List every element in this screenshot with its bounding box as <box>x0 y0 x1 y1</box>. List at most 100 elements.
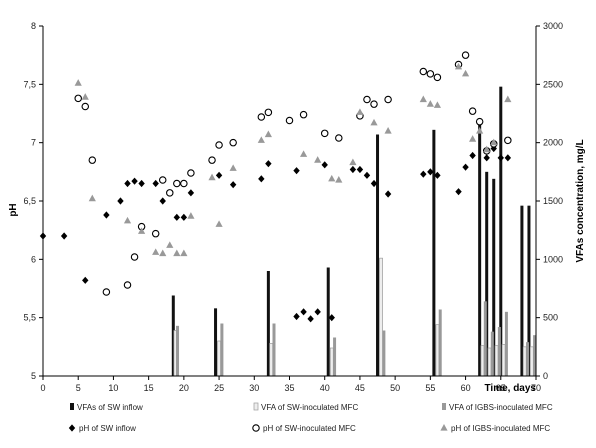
data-point <box>384 127 392 134</box>
y-left-tick-label: 7,5 <box>23 79 36 89</box>
data-point <box>504 154 512 162</box>
marker-layer <box>39 51 512 323</box>
data-point <box>363 95 371 104</box>
data-point <box>264 130 272 138</box>
data-point <box>427 168 434 176</box>
bar <box>435 324 440 377</box>
bar <box>326 267 330 376</box>
data-point <box>124 179 131 188</box>
data-point <box>229 164 237 171</box>
y-right-tick-label: 500 <box>543 313 558 323</box>
y-right-tick-label: 1500 <box>543 196 563 206</box>
data-point <box>158 176 167 184</box>
data-point <box>88 156 97 164</box>
bar <box>382 330 386 376</box>
data-point <box>370 118 378 126</box>
bar <box>214 308 218 376</box>
bar <box>490 331 494 376</box>
legend-label: VFA of IGBS-inoculated MFC <box>449 403 553 412</box>
data-point <box>384 95 392 104</box>
data-point <box>468 107 477 115</box>
data-point <box>419 95 427 103</box>
data-point <box>173 179 181 188</box>
data-point <box>328 314 335 322</box>
bar <box>217 340 221 377</box>
data-point <box>187 189 195 197</box>
legend-label: pH of SW inflow <box>79 424 136 433</box>
data-point <box>74 94 82 103</box>
data-point <box>215 141 223 149</box>
x-tick-label: 25 <box>214 383 224 393</box>
data-point <box>173 249 181 257</box>
data-point <box>138 179 145 188</box>
data-point <box>81 102 90 111</box>
x-tick-label: 55 <box>425 383 435 393</box>
data-point <box>215 220 223 227</box>
bar <box>220 323 224 376</box>
y-left-tick-label: 7 <box>31 138 36 148</box>
bar <box>483 301 487 376</box>
data-point <box>285 116 294 125</box>
data-point <box>300 308 307 316</box>
data-point <box>229 181 237 189</box>
data-point <box>469 135 477 142</box>
data-point <box>475 117 484 126</box>
bar <box>522 346 527 377</box>
legend-label: VFA of SW-inoculated MFC <box>261 403 358 412</box>
data-point <box>299 110 308 119</box>
bar <box>171 295 175 376</box>
tick-layer: 0 5 10 15 20 25 30 35 40 45 50 55 60 65 7055,566,577,5… <box>23 21 563 393</box>
data-point <box>152 248 160 255</box>
x-axis-label: Time, days <box>484 383 536 394</box>
data-point <box>461 69 470 77</box>
data-point <box>265 160 272 168</box>
x-tick-label: 35 <box>284 383 294 393</box>
data-point <box>257 136 265 143</box>
data-point <box>504 95 512 103</box>
x-tick-label: 60 <box>461 383 471 393</box>
bar <box>501 344 506 377</box>
bar <box>527 205 531 376</box>
data-point <box>81 93 89 100</box>
y-left-tick-label: 6,5 <box>23 196 36 206</box>
bar <box>520 205 524 376</box>
legend-swatch <box>70 403 74 410</box>
data-point <box>384 190 392 198</box>
data-point <box>490 138 498 146</box>
bar <box>487 347 492 377</box>
data-point <box>370 100 378 108</box>
data-point <box>187 212 195 219</box>
y-right-tick-label: 0 <box>543 371 548 381</box>
data-point <box>166 189 174 197</box>
legend-label: pH of SW-inoculated MFC <box>263 424 356 433</box>
data-point <box>258 175 265 183</box>
y-left-tick-label: 5 <box>31 371 36 381</box>
data-point <box>426 100 434 107</box>
data-point <box>497 154 504 162</box>
x-tick-label: 50 <box>390 383 400 393</box>
legend: VFAs of SW inflow VFA of SW-inoculated MF… <box>68 402 553 433</box>
data-point <box>138 227 146 234</box>
data-point <box>483 154 490 162</box>
bar <box>526 342 530 376</box>
data-point <box>152 179 159 188</box>
y-left-tick-label: 5,5 <box>23 313 36 323</box>
data-point <box>349 158 357 166</box>
x-tick-label: 40 <box>320 383 330 393</box>
data-point <box>257 113 266 121</box>
axes <box>42 26 537 377</box>
y-right-tick-label: 2000 <box>543 138 563 148</box>
bar <box>176 325 180 376</box>
x-tick-label: 5 <box>76 383 81 393</box>
data-point <box>117 197 124 205</box>
data-point <box>180 213 188 221</box>
bar <box>504 311 508 376</box>
data-point <box>335 176 343 183</box>
data-point <box>307 315 314 323</box>
y-left-axis-label: pH <box>8 203 19 216</box>
bar <box>266 271 270 376</box>
bar <box>478 121 482 377</box>
data-point <box>504 136 512 145</box>
data-point <box>159 249 167 257</box>
